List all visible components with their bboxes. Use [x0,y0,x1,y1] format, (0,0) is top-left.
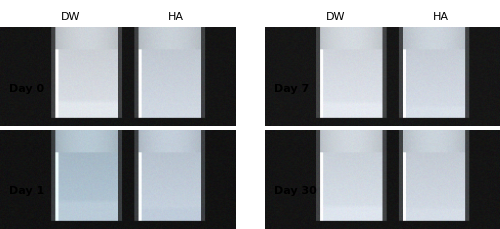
Text: DW: DW [61,11,80,22]
Text: Day 1: Day 1 [10,186,44,196]
Text: HA: HA [433,11,449,22]
Text: Day 30: Day 30 [274,186,317,196]
Text: HA: HA [168,11,184,22]
Text: Day 7: Day 7 [274,84,310,94]
Text: DW: DW [326,11,345,22]
Text: Day 0: Day 0 [10,84,44,94]
